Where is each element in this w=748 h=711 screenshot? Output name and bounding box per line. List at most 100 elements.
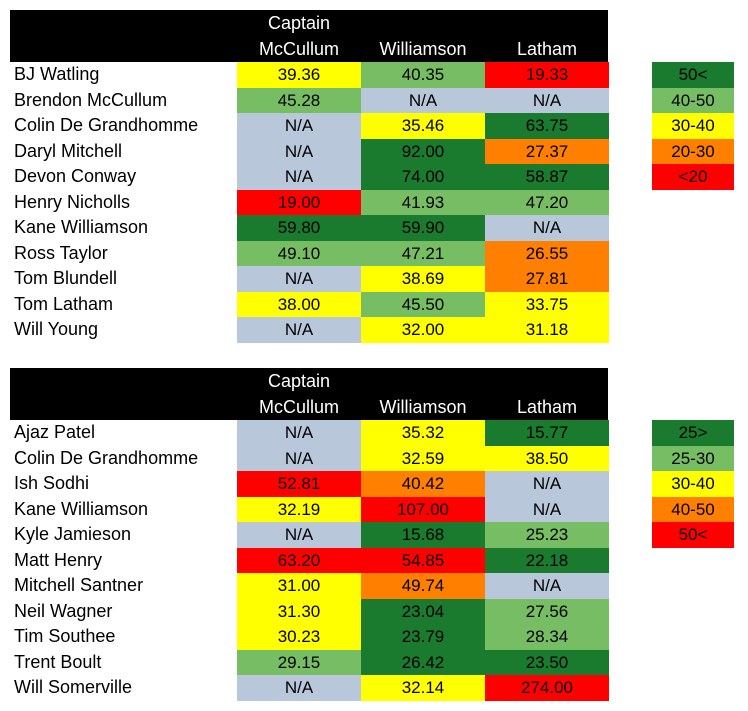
table-row: Tom Blundell N/A 38.69 27.81 — [10, 266, 609, 292]
legend-item: 40-50 — [652, 496, 734, 522]
legend-item: 30-40 — [652, 113, 734, 139]
mccullum-value: N/A — [237, 675, 361, 701]
mccullum-value: N/A — [237, 445, 361, 471]
williamson-value: N/A — [361, 87, 485, 113]
mccullum-value: N/A — [237, 113, 361, 139]
latham-value: N/A — [485, 471, 609, 497]
header-mccullum-line2: McCullum — [258, 397, 339, 417]
mccullum-value: N/A — [237, 138, 361, 164]
mccullum-value: N/A — [237, 164, 361, 190]
table-row: Colin De Grandhomme N/A 35.46 63.75 — [10, 113, 609, 139]
latham-value: 27.81 — [485, 266, 609, 292]
latham-value: N/A — [485, 496, 609, 522]
williamson-value: 35.32 — [361, 420, 485, 446]
williamson-value: 23.04 — [361, 598, 485, 624]
header-mccullum-line2: McCullum — [258, 39, 339, 59]
legend-item: 40-50 — [652, 87, 734, 113]
player-name: Mitchell Santner — [14, 575, 144, 595]
latham-value: N/A — [485, 573, 609, 599]
latham-value: 274.00 — [485, 675, 609, 701]
table-row: Matt Henry 63.20 54.85 22.18 — [10, 547, 609, 573]
williamson-value: 41.93 — [361, 189, 485, 215]
mccullum-value: 29.15 — [237, 649, 361, 675]
williamson-value: 32.00 — [361, 317, 485, 343]
batting-average-table: Captain McCullum Williamson Latham BJ Wa… — [10, 10, 609, 343]
williamson-value: 26.42 — [361, 649, 485, 675]
player-name: Brendon McCullum — [14, 89, 168, 110]
williamson-value: 47.21 — [361, 240, 485, 266]
legend-item: 25-30 — [652, 445, 734, 471]
table-row: Ish Sodhi 52.81 40.42 N/A — [10, 471, 609, 497]
table-row: Kyle Jamieson N/A 15.68 25.23 — [10, 522, 609, 548]
williamson-value: 40.35 — [361, 62, 485, 88]
williamson-value: 49.74 — [361, 573, 485, 599]
player-name: Kyle Jamieson — [14, 524, 132, 544]
table-body: Ajaz Patel N/A 35.32 15.77 Colin De Grandhom… — [10, 420, 609, 701]
header-williamson: Williamson — [379, 39, 467, 59]
player-name: Will Somerville — [14, 677, 133, 697]
latham-value: 47.20 — [485, 189, 609, 215]
legend-item: 50< — [652, 62, 734, 88]
latham-value: 27.37 — [485, 138, 609, 164]
legend-item: 25> — [652, 420, 734, 446]
williamson-value: 23.79 — [361, 624, 485, 650]
williamson-value: 32.59 — [361, 445, 485, 471]
mccullum-value: N/A — [237, 420, 361, 446]
latham-value: N/A — [485, 215, 609, 241]
player-name: Tim Southee — [14, 626, 116, 646]
player-name: BJ Watling — [14, 64, 100, 84]
batting-legend: 50< 40-50 30-40 20-30 <20 — [652, 62, 734, 190]
williamson-value: 45.50 — [361, 291, 485, 317]
latham-value: 15.77 — [485, 420, 609, 446]
legend-item: 50< — [652, 522, 734, 548]
legend-item: 20-30 — [652, 138, 734, 164]
table-header: Captain McCullum Williamson Latham — [10, 10, 608, 62]
mccullum-value: N/A — [237, 522, 361, 548]
table-row: Tim Southee 30.23 23.79 28.34 — [10, 624, 609, 650]
latham-value: 38.50 — [485, 445, 609, 471]
williamson-value: 54.85 — [361, 547, 485, 573]
player-name: Ajaz Patel — [14, 422, 96, 442]
player-name: Colin De Grandhomme — [14, 447, 199, 468]
player-name: Henry Nicholls — [14, 191, 131, 212]
mccullum-value: 63.20 — [237, 547, 361, 573]
player-name: Devon Conway — [14, 166, 137, 186]
legend-item: 30-40 — [652, 471, 734, 497]
player-name: Colin De Grandhomme — [14, 115, 199, 135]
table-row: Ross Taylor 49.10 47.21 26.55 — [10, 240, 609, 266]
williamson-value: 74.00 — [361, 164, 485, 190]
table-row: Mitchell Santner 31.00 49.74 N/A — [10, 573, 609, 599]
mccullum-value: 59.80 — [237, 215, 361, 241]
legend-item: <20 — [652, 164, 734, 190]
williamson-value: 38.69 — [361, 266, 485, 292]
table-row: Tom Latham 38.00 45.50 33.75 — [10, 291, 609, 317]
mccullum-value: 31.30 — [237, 598, 361, 624]
latham-value: 31.18 — [485, 317, 609, 343]
table-row: Will Somerville N/A 32.14 274.00 — [10, 675, 609, 701]
williamson-value: 59.90 — [361, 215, 485, 241]
bowling-average-table: Captain McCullum Williamson Latham Ajaz … — [10, 368, 609, 701]
header-williamson: Williamson — [379, 397, 467, 417]
mccullum-value: N/A — [237, 317, 361, 343]
williamson-value: 107.00 — [361, 496, 485, 522]
mccullum-value: 39.36 — [237, 62, 361, 88]
latham-value: 28.34 — [485, 624, 609, 650]
player-name: Tom Latham — [14, 293, 114, 314]
latham-value: 25.23 — [485, 522, 609, 548]
williamson-value: 40.42 — [361, 471, 485, 497]
williamson-value: 92.00 — [361, 138, 485, 164]
table-row: Devon Conway N/A 74.00 58.87 — [10, 164, 609, 190]
header-mccullum-line1: Captain — [267, 371, 331, 391]
player-name: Kane Williamson — [14, 498, 149, 519]
table-row: Will Young N/A 32.00 31.18 — [10, 317, 609, 343]
mccullum-value: 49.10 — [237, 240, 361, 266]
mccullum-value: 38.00 — [237, 291, 361, 317]
mccullum-value: 31.00 — [237, 573, 361, 599]
player-name: Tom Blundell — [14, 268, 118, 288]
table-row: Colin De Grandhomme N/A 32.59 38.50 — [10, 445, 609, 471]
mccullum-value: 30.23 — [237, 624, 361, 650]
latham-value: 22.18 — [485, 547, 609, 573]
player-name: Will Young — [14, 319, 99, 339]
player-name: Neil Wagner — [14, 600, 113, 621]
table-row: Ajaz Patel N/A 35.32 15.77 — [10, 420, 609, 446]
